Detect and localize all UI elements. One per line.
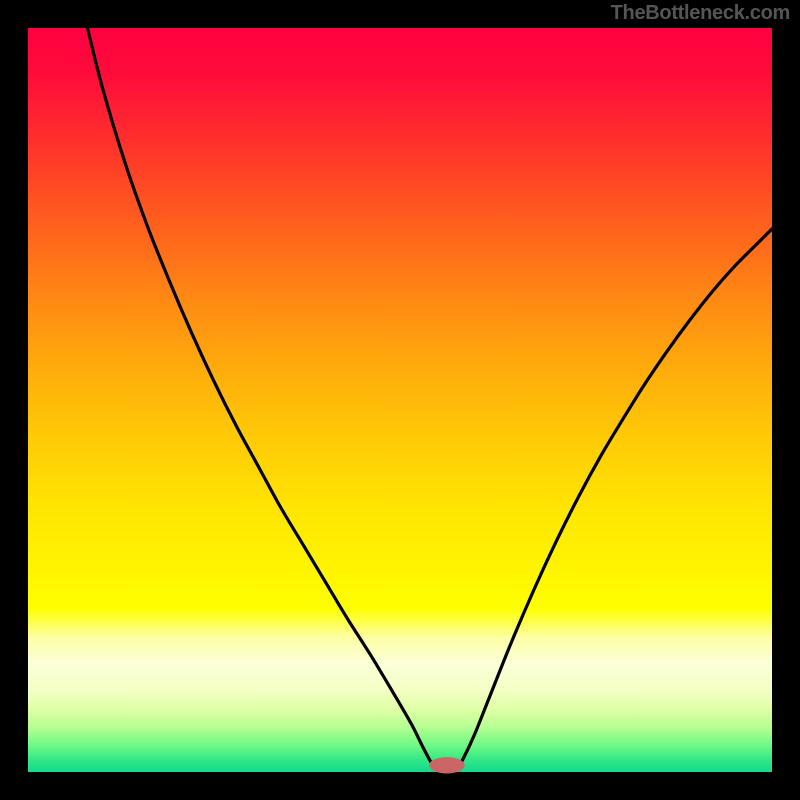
chart-container: TheBottleneck.com [0, 0, 800, 800]
bottleneck-chart [0, 0, 800, 800]
watermark-text: TheBottleneck.com [611, 2, 790, 25]
optimum-marker [429, 757, 465, 773]
plot-background [28, 28, 772, 772]
